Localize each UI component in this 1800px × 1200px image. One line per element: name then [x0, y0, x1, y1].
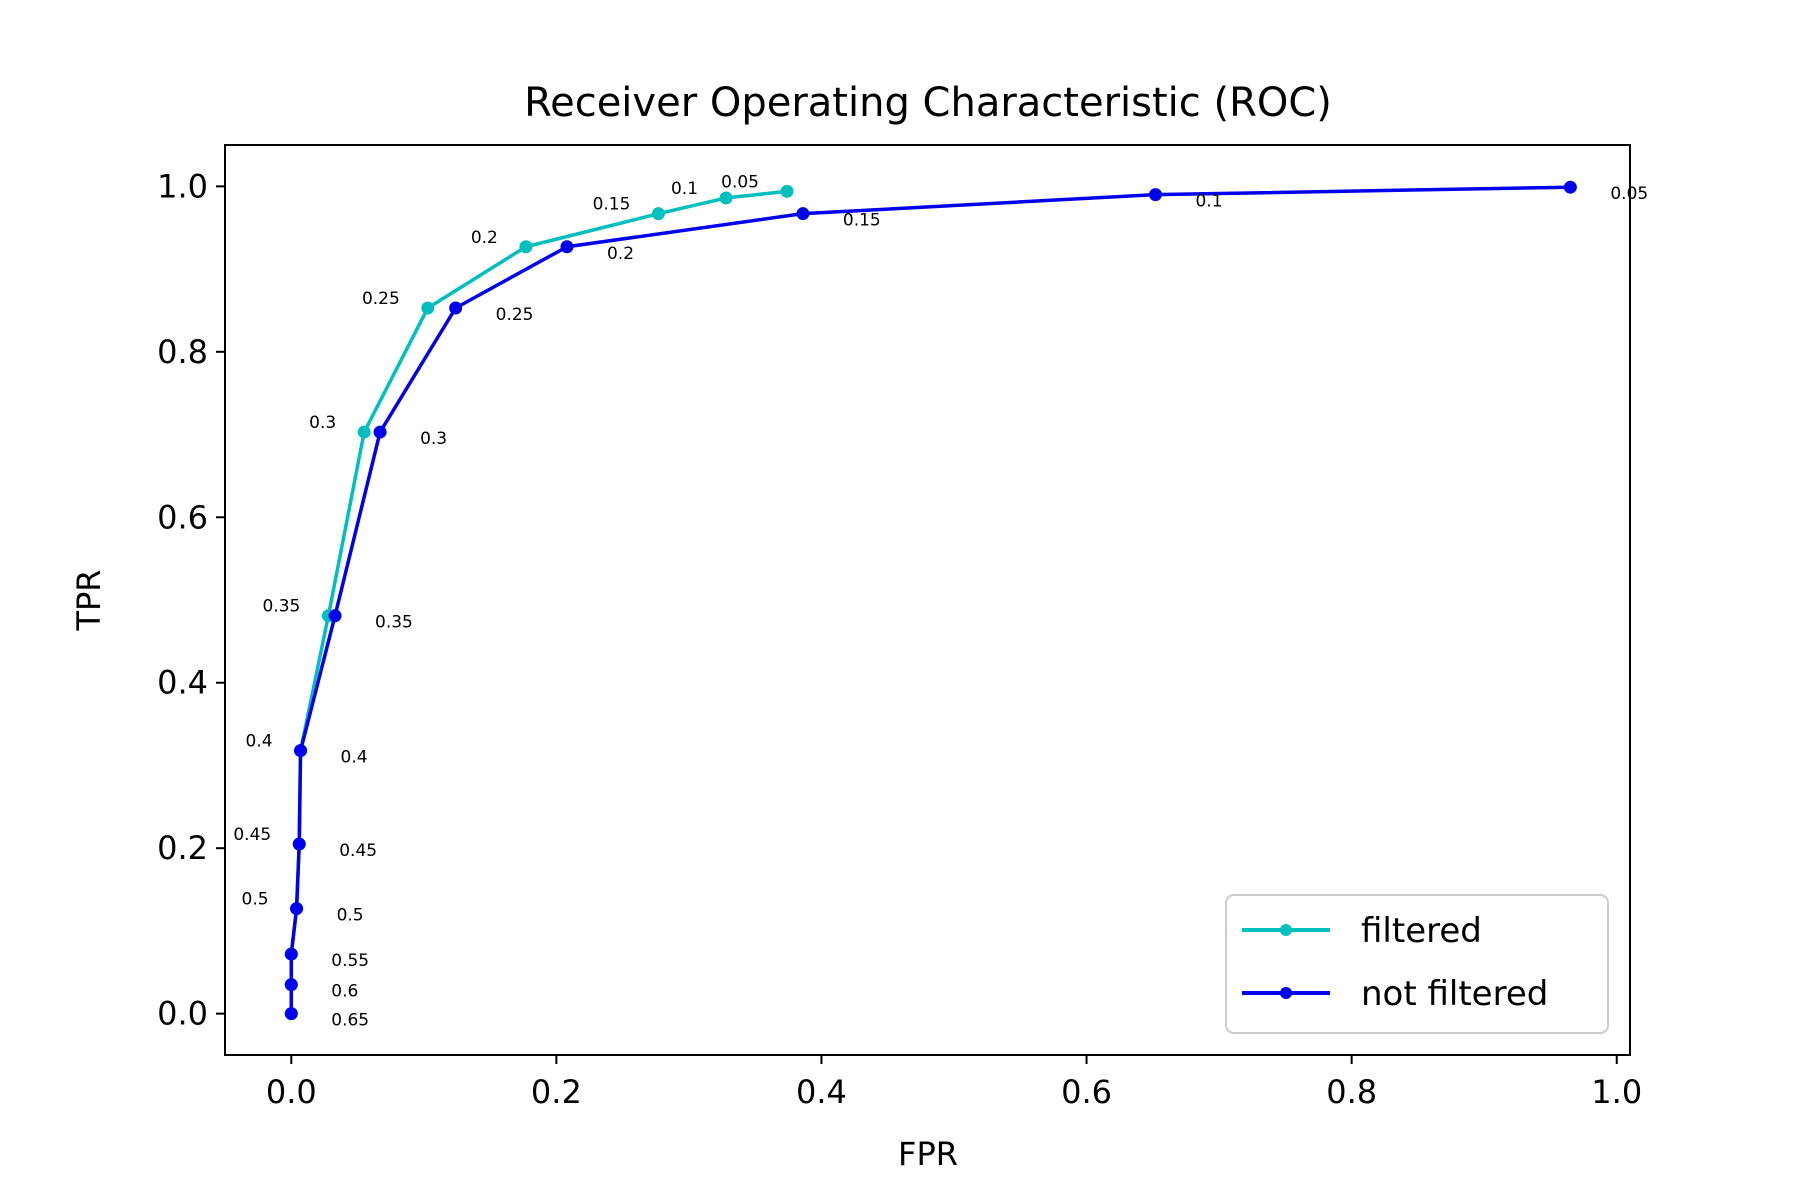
data-point: [1563, 180, 1577, 194]
legend-label-filtered: filtered: [1361, 911, 1482, 951]
x-tick-label: 0.6: [1061, 1073, 1112, 1111]
threshold-label: 0.55: [331, 951, 369, 971]
data-point: [294, 744, 308, 758]
y-axis-label: TPR: [70, 569, 108, 631]
threshold-label: 0.1: [671, 179, 698, 199]
threshold-label: 0.3: [309, 413, 336, 433]
threshold-label: 0.15: [843, 211, 881, 231]
data-point: [290, 902, 304, 916]
data-point: [560, 240, 574, 254]
data-point: [284, 978, 298, 992]
series-line-not-filtered: [289, 185, 1571, 1014]
data-point: [719, 191, 733, 205]
data-point: [651, 207, 665, 221]
series-line-filtered: [289, 189, 788, 1014]
y-tick-label: 0.4: [157, 664, 208, 702]
data-point: [292, 837, 306, 851]
threshold-label: 0.5: [242, 890, 269, 910]
data-point: [284, 947, 298, 961]
data-point: [1148, 188, 1162, 202]
data-point: [519, 240, 533, 254]
plot-area: [224, 144, 1631, 1056]
threshold-label: 0.45: [339, 841, 377, 861]
series-layer: 0.350.30.250.20.150.1 0.050.40.450.50.650…: [233, 172, 1648, 1030]
threshold-label: 0.2: [471, 228, 498, 248]
threshold-label: 0.3: [420, 429, 447, 449]
y-tick-label: 0.6: [157, 498, 208, 536]
threshold-label: 0.35: [375, 613, 413, 633]
x-axis-ticks: 0.0 0.2 0.4 0.6 0.8 1.0: [266, 1055, 1642, 1111]
data-point: [284, 1007, 298, 1021]
legend-marker-filtered: [1280, 924, 1292, 936]
threshold-label: 0.15: [593, 195, 631, 215]
y-tick-label: 0.0: [157, 995, 208, 1033]
threshold-label: 0.35: [263, 597, 301, 617]
threshold-label: 0.45: [233, 825, 271, 845]
series-not-filtered: 0.65 0.6 0.55 0.5 0.45 0.4 0.35 0.3 0.25 0.2 0.15 0…: [284, 180, 1648, 1031]
y-tick-label: 0.2: [157, 829, 208, 867]
x-tick-label: 0.0: [266, 1073, 317, 1111]
threshold-label: 0.4: [246, 732, 273, 752]
threshold-label: 0.1: [1195, 192, 1222, 212]
threshold-label: 0.5: [337, 906, 364, 926]
chart-title: Receiver Operating Characteristic (ROC): [524, 80, 1332, 126]
threshold-label: 0.25: [496, 305, 534, 325]
y-tick-label: 1.0: [157, 167, 208, 205]
y-axis-ticks: 0.0 0.2 0.4 0.6 0.8 1.0: [157, 167, 225, 1033]
threshold-label: 0.65: [331, 1011, 369, 1031]
threshold-label: 0.4: [341, 748, 368, 768]
threshold-label: 0.25: [362, 289, 400, 309]
data-point: [780, 184, 794, 198]
data-point: [357, 425, 371, 439]
x-tick-label: 0.2: [531, 1073, 582, 1111]
legend-label-not-filtered: not filtered: [1361, 974, 1548, 1014]
series-filtered: 0.35 0.3 0.25 0.2 0.15 0.1 0.05 0.4 0.45 0.5: [233, 172, 794, 1021]
x-tick-label: 0.4: [796, 1073, 847, 1111]
data-point: [449, 301, 463, 315]
x-tick-label: 0.8: [1326, 1073, 1377, 1111]
y-tick-label: 0.8: [157, 333, 208, 371]
data-point: [796, 207, 810, 221]
legend: filtered not filtered: [1225, 894, 1609, 1034]
threshold-label: 0.6: [331, 982, 358, 1002]
data-point: [373, 425, 387, 439]
threshold-label: 0.2: [607, 244, 634, 264]
threshold-label: 0.05: [721, 172, 759, 192]
x-tick-label: 1.0: [1591, 1073, 1642, 1111]
legend-marker-not-filtered: [1280, 987, 1292, 999]
plot-frame: [224, 144, 1631, 1056]
data-point: [328, 609, 342, 623]
x-axis-label: FPR: [898, 1135, 958, 1173]
threshold-label: 0.05: [1610, 184, 1648, 204]
data-point: [421, 301, 435, 315]
